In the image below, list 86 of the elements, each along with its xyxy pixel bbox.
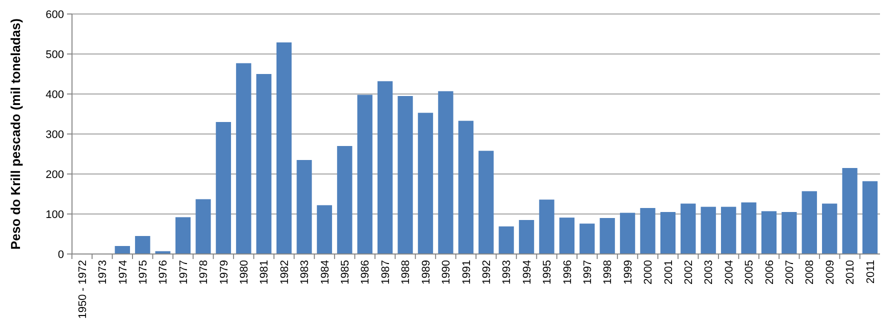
bar: [236, 63, 252, 254]
x-tick-label: 1991: [460, 260, 473, 284]
x-tick-label: 1989: [420, 260, 432, 284]
x-tick-label: 1987: [380, 260, 392, 284]
x-tick-label: 2000: [642, 260, 655, 284]
bar: [216, 122, 232, 254]
x-tick-label: 1975: [137, 260, 150, 284]
x-tick-label: 2004: [723, 260, 736, 284]
x-tick-label: 1980: [238, 260, 250, 284]
x-tick-label: 2009: [824, 260, 836, 284]
y-tick-label: 100: [46, 208, 64, 221]
bar: [640, 208, 656, 254]
bar: [498, 226, 514, 254]
x-tick-label: 2003: [703, 260, 716, 284]
y-tick-label: 600: [46, 8, 64, 21]
bar: [337, 146, 352, 254]
bar: [316, 205, 332, 254]
bar: [256, 74, 272, 254]
x-tick-label: 1986: [360, 260, 372, 284]
bar: [862, 181, 878, 254]
x-tick-label: 1974: [117, 260, 130, 284]
bar: [418, 112, 434, 254]
x-tick-label: 1992: [480, 260, 493, 284]
x-tick-label: 1995: [542, 260, 554, 284]
x-tick-label: 1981: [258, 260, 271, 284]
bar: [660, 212, 676, 254]
bar: [700, 206, 716, 254]
x-tick-label: 1983: [299, 260, 312, 284]
x-tick-label: 1998: [602, 260, 614, 284]
bar: [175, 217, 191, 254]
bar: [620, 212, 636, 254]
x-tick-label: 1997: [582, 260, 594, 284]
x-tick-label: 1978: [198, 260, 210, 284]
bar: [114, 246, 130, 254]
x-tick-label: 2005: [744, 260, 756, 284]
x-tick-label: 1984: [319, 260, 332, 284]
x-tick-label: 1988: [400, 260, 412, 284]
bar: [720, 206, 736, 254]
bar: [276, 42, 292, 254]
x-tick-label: 1999: [622, 260, 634, 284]
bar: [378, 81, 393, 254]
x-tick-label: 1985: [340, 260, 352, 284]
x-tick-label: 2006: [764, 260, 776, 284]
bar: [196, 199, 211, 254]
bar: [518, 220, 534, 254]
y-tick-label: 300: [46, 128, 64, 141]
bar: [842, 168, 858, 254]
x-tick-label: 1990: [440, 260, 453, 284]
bar: [135, 236, 150, 254]
bar: [478, 150, 494, 254]
x-tick-label: 1973: [97, 260, 110, 284]
x-tick-label: 1994: [521, 260, 534, 284]
x-tick-label: 2002: [683, 260, 696, 284]
x-tick-label: 1982: [278, 260, 291, 284]
x-tick-label: 2010: [844, 260, 857, 284]
x-tick-label: 2007: [784, 260, 796, 284]
y-axis-title: Peso do Krill pescado (mil toneladas): [8, 18, 23, 250]
x-tick-label: 1976: [158, 260, 170, 284]
bar: [741, 202, 756, 254]
bar: [680, 204, 696, 254]
y-tick-label: 400: [46, 88, 64, 101]
bar: [802, 191, 817, 254]
y-tick-label: 500: [46, 48, 64, 61]
bar: [761, 211, 777, 254]
x-tick-label: 2008: [804, 260, 816, 284]
bar: [398, 96, 413, 254]
bar: [438, 91, 454, 254]
y-tick-label: 0: [58, 248, 64, 261]
bar: [357, 94, 372, 254]
x-tick-label: 2001: [662, 260, 675, 284]
bar: [458, 120, 474, 254]
bar: [296, 160, 312, 254]
x-tick-label: 2011: [864, 260, 877, 284]
bar: [782, 212, 797, 254]
y-tick-label: 200: [46, 168, 64, 181]
bar: [559, 218, 574, 254]
x-tick-label: 1979: [218, 260, 230, 284]
x-tick-label: 1977: [178, 260, 190, 284]
bar: [822, 204, 838, 254]
x-tick-label: 1996: [562, 260, 574, 284]
x-tick-label: 1950 - 1972: [76, 260, 89, 319]
bar: [600, 218, 615, 254]
x-tick-label: 1993: [501, 260, 514, 284]
bar: [539, 200, 554, 254]
bar: [155, 251, 170, 254]
bar: [580, 224, 595, 254]
